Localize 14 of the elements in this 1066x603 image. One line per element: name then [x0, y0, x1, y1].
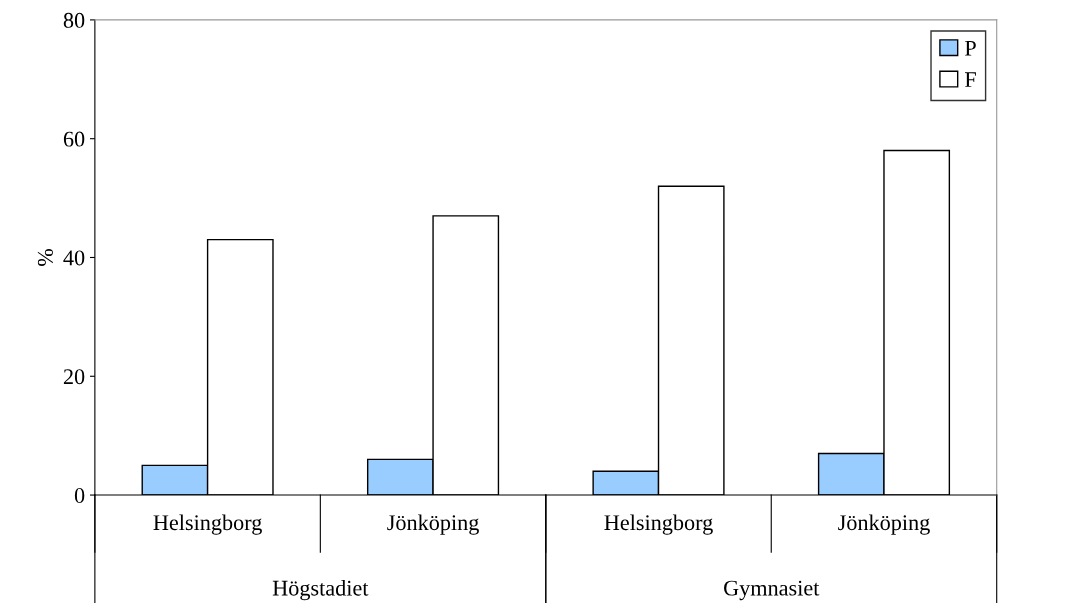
y-tick-label: 60 — [63, 131, 85, 147]
y-tick-label: 20 — [63, 369, 85, 385]
y-axis-title: % — [37, 248, 53, 266]
legend-label: F — [964, 72, 976, 87]
y-tick-label: 0 — [74, 488, 85, 503]
x-tick-label: Helsingborg — [153, 514, 262, 535]
y-tick-label: 80 — [63, 12, 85, 28]
x-tick-label: Helsingborg — [604, 514, 713, 535]
text: Gymnasiet — [724, 580, 820, 601]
text: Högstadiet — [272, 579, 369, 601]
x-tick-label: Jönköping — [838, 514, 930, 535]
x-tick-label: Jönköping — [387, 514, 479, 535]
legend-label: P — [964, 40, 976, 56]
y-tick-label: 40 — [63, 250, 85, 266]
